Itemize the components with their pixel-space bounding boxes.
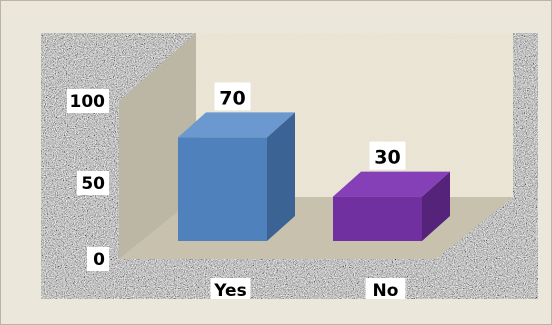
- data-label-box-yes: [214, 82, 251, 111]
- y-tick-label-50: 50: [81, 174, 105, 194]
- bar-no: [333, 171, 450, 241]
- bar-no-top: [333, 171, 450, 197]
- y-tick-label-0: 0: [93, 250, 105, 270]
- data-label-yes: 70: [219, 87, 245, 109]
- side-wall: [119, 33, 196, 259]
- x-tick-box-no: [365, 278, 406, 299]
- bar-no-front: [333, 196, 422, 241]
- chart-area: 70 Yes 30 No 0 50 100: [41, 33, 538, 299]
- bar-yes-side: [267, 112, 295, 242]
- bar-yes-front: [178, 137, 267, 241]
- y-tick-box-100: [67, 89, 109, 113]
- y-tick-box-50: [77, 171, 109, 195]
- data-label-no: 30: [374, 147, 400, 169]
- x-tick-label-yes: Yes: [213, 281, 246, 299]
- data-label-box-no: [369, 141, 406, 170]
- x-tick-label-no: No: [373, 281, 399, 299]
- bar-chart: 70 Yes 30 No 0 50 100: [41, 33, 538, 299]
- y-tick-label-100: 100: [70, 92, 106, 112]
- bar-yes: [178, 112, 295, 242]
- bar-yes-top: [178, 112, 295, 138]
- bar-no-side: [422, 171, 450, 241]
- y-tick-box-0: [87, 247, 109, 271]
- x-tick-box-yes: [210, 278, 251, 299]
